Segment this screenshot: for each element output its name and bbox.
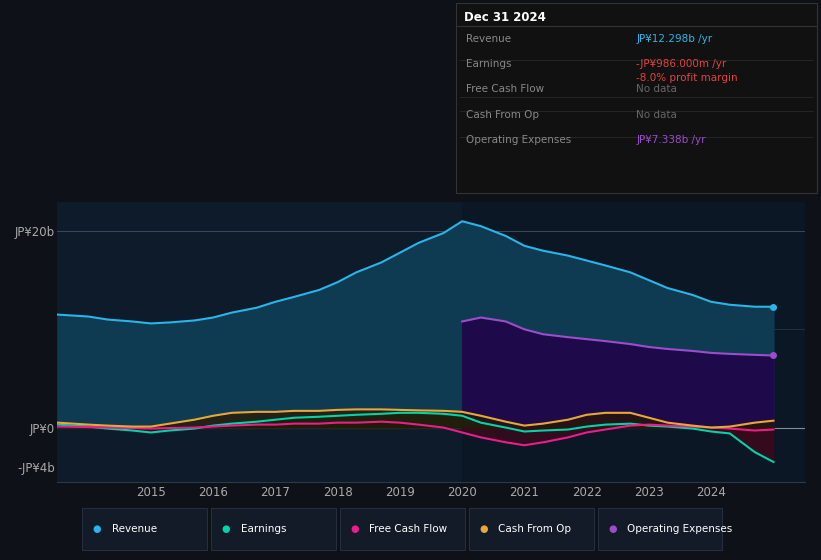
Text: Earnings: Earnings bbox=[466, 59, 511, 69]
Bar bbox=[462, 202, 805, 482]
Text: ●: ● bbox=[93, 524, 101, 534]
Text: Dec 31 2024: Dec 31 2024 bbox=[464, 11, 546, 24]
Text: Revenue: Revenue bbox=[466, 34, 511, 44]
Text: JP¥12.298b /yr: JP¥12.298b /yr bbox=[636, 34, 713, 44]
Text: -8.0% profit margin: -8.0% profit margin bbox=[636, 73, 738, 83]
Text: JP¥7.338b /yr: JP¥7.338b /yr bbox=[636, 136, 706, 145]
Text: Operating Expenses: Operating Expenses bbox=[627, 524, 732, 534]
Text: Free Cash Flow: Free Cash Flow bbox=[369, 524, 447, 534]
Text: No data: No data bbox=[636, 85, 677, 95]
Text: Free Cash Flow: Free Cash Flow bbox=[466, 85, 544, 95]
Text: Cash From Op: Cash From Op bbox=[498, 524, 571, 534]
Text: ●: ● bbox=[479, 524, 488, 534]
Text: No data: No data bbox=[636, 110, 677, 120]
Text: Earnings: Earnings bbox=[241, 524, 286, 534]
Text: Cash From Op: Cash From Op bbox=[466, 110, 539, 120]
Text: ●: ● bbox=[608, 524, 617, 534]
Text: Operating Expenses: Operating Expenses bbox=[466, 136, 571, 145]
Text: ●: ● bbox=[351, 524, 359, 534]
Text: Revenue: Revenue bbox=[112, 524, 157, 534]
Text: -JP¥986.000m /yr: -JP¥986.000m /yr bbox=[636, 59, 727, 69]
Text: ●: ● bbox=[222, 524, 230, 534]
